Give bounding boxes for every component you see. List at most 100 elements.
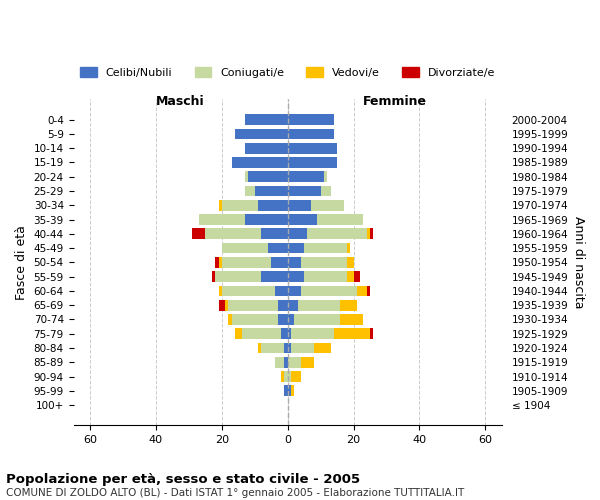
Bar: [301, 286, 357, 296]
Bar: [284, 371, 287, 382]
Bar: [222, 200, 258, 210]
Bar: [229, 314, 232, 325]
Bar: [229, 300, 278, 310]
Bar: [291, 328, 334, 339]
Bar: [304, 272, 347, 282]
Bar: [287, 243, 304, 254]
Bar: [287, 200, 311, 210]
Bar: [242, 328, 281, 339]
Bar: [258, 342, 262, 353]
Bar: [307, 228, 367, 239]
Bar: [298, 300, 340, 310]
Bar: [291, 342, 314, 353]
Bar: [317, 214, 364, 225]
Bar: [205, 228, 262, 239]
Text: Popolazione per età, sesso e stato civile - 2005: Popolazione per età, sesso e stato civil…: [6, 472, 360, 486]
Bar: [218, 200, 222, 210]
Bar: [199, 214, 245, 225]
Bar: [225, 300, 229, 310]
Bar: [215, 257, 218, 268]
Bar: [278, 314, 287, 325]
Bar: [222, 286, 275, 296]
Bar: [245, 214, 287, 225]
Bar: [287, 314, 294, 325]
Bar: [268, 243, 287, 254]
Bar: [232, 314, 278, 325]
Bar: [301, 357, 314, 368]
Bar: [245, 143, 287, 154]
Bar: [258, 200, 287, 210]
Bar: [275, 357, 284, 368]
Bar: [281, 328, 287, 339]
Bar: [218, 257, 222, 268]
Bar: [284, 357, 287, 368]
Bar: [245, 172, 248, 182]
Bar: [212, 272, 215, 282]
Bar: [262, 342, 284, 353]
Bar: [287, 257, 301, 268]
Text: Femmine: Femmine: [363, 95, 427, 108]
Bar: [222, 257, 271, 268]
Bar: [287, 272, 304, 282]
Bar: [218, 300, 225, 310]
Bar: [255, 186, 287, 196]
Bar: [370, 328, 373, 339]
Bar: [287, 386, 291, 396]
Bar: [192, 228, 205, 239]
Bar: [287, 286, 301, 296]
Bar: [287, 357, 301, 368]
Bar: [314, 342, 331, 353]
Bar: [320, 186, 331, 196]
Bar: [287, 143, 337, 154]
Bar: [347, 272, 353, 282]
Bar: [287, 128, 334, 140]
Bar: [367, 228, 370, 239]
Bar: [218, 286, 222, 296]
Bar: [287, 228, 307, 239]
Bar: [347, 257, 353, 268]
Bar: [301, 257, 347, 268]
Bar: [222, 243, 268, 254]
Bar: [294, 314, 340, 325]
Bar: [245, 186, 255, 196]
Bar: [340, 314, 364, 325]
Bar: [340, 300, 357, 310]
Bar: [281, 371, 284, 382]
Bar: [284, 386, 287, 396]
Bar: [275, 286, 287, 296]
Bar: [291, 386, 294, 396]
Text: COMUNE DI ZOLDO ALTO (BL) - Dati ISTAT 1° gennaio 2005 - Elaborazione TUTTITALIA: COMUNE DI ZOLDO ALTO (BL) - Dati ISTAT 1…: [6, 488, 464, 498]
Bar: [347, 243, 350, 254]
Bar: [287, 186, 320, 196]
Bar: [291, 371, 301, 382]
Bar: [287, 157, 337, 168]
Bar: [287, 342, 291, 353]
Bar: [232, 157, 287, 168]
Bar: [357, 286, 367, 296]
Text: Maschi: Maschi: [156, 95, 205, 108]
Bar: [271, 257, 287, 268]
Bar: [287, 172, 324, 182]
Bar: [334, 328, 370, 339]
Bar: [367, 286, 370, 296]
Bar: [370, 228, 373, 239]
Y-axis label: Anni di nascita: Anni di nascita: [572, 216, 585, 308]
Bar: [287, 328, 291, 339]
Bar: [262, 272, 287, 282]
Bar: [287, 371, 291, 382]
Bar: [235, 128, 287, 140]
Bar: [287, 114, 334, 125]
Bar: [353, 272, 360, 282]
Bar: [248, 172, 287, 182]
Legend: Celibi/Nubili, Coniugati/e, Vedovi/e, Divorziate/e: Celibi/Nubili, Coniugati/e, Vedovi/e, Di…: [76, 62, 500, 82]
Y-axis label: Fasce di età: Fasce di età: [15, 225, 28, 300]
Bar: [287, 214, 317, 225]
Bar: [311, 200, 344, 210]
Bar: [324, 172, 327, 182]
Bar: [284, 342, 287, 353]
Bar: [215, 272, 262, 282]
Bar: [304, 243, 347, 254]
Bar: [278, 300, 287, 310]
Bar: [235, 328, 242, 339]
Bar: [287, 300, 298, 310]
